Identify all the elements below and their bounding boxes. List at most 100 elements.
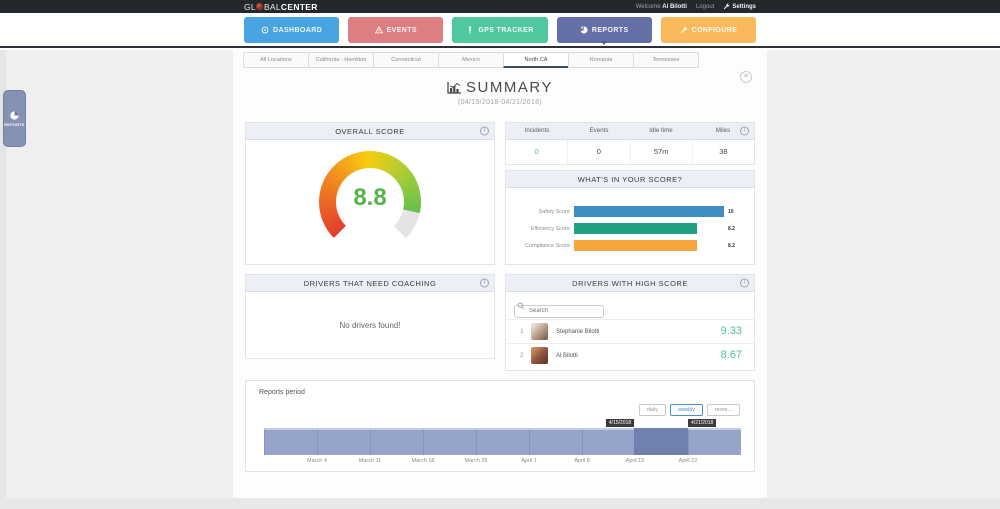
nav-label: GPS TRACKER bbox=[478, 26, 534, 34]
more-button[interactable]: more... bbox=[706, 404, 740, 416]
stats-table: Incidents Events Idle time Miles 0 0 57m… bbox=[505, 122, 755, 165]
info-icon[interactable] bbox=[740, 278, 749, 288]
timeline-tooltips: 4/15/2018 4/21/2018 bbox=[264, 419, 741, 428]
tab-connecticut[interactable]: Connecticut bbox=[373, 52, 439, 68]
period-buttons: daily weekly more... bbox=[638, 404, 740, 416]
panel-header: WHAT'S IN YOUR SCORE? bbox=[506, 171, 754, 188]
date-range: (04/15/2018-04/21/2018) bbox=[458, 99, 542, 106]
high-score-panel: DRIVERS WITH HIGH SCORE 1 Stephanie Bilo… bbox=[505, 274, 755, 371]
axis-label: April 22 bbox=[678, 458, 698, 464]
axis-label: March 25 bbox=[464, 458, 488, 464]
compliance-score-bar bbox=[574, 240, 697, 251]
selection-end-tooltip: 4/21/2018 bbox=[688, 419, 717, 427]
nav-events-button[interactable]: EVENTS bbox=[348, 17, 444, 43]
panel-title: WHAT'S IN YOUR SCORE? bbox=[577, 174, 683, 184]
reports-period-panel: Reports period daily weekly more... 4/15… bbox=[245, 380, 755, 472]
page-title: SUMMARY bbox=[233, 79, 767, 96]
efficiency-score-bar bbox=[574, 223, 697, 234]
nav-label: REPORTS bbox=[591, 26, 629, 34]
coaching-panel: DRIVERS THAT NEED COACHING No drivers fo… bbox=[245, 274, 495, 359]
settings-button[interactable]: Settings bbox=[723, 3, 756, 10]
axis-label: April 8 bbox=[574, 458, 590, 464]
warning-icon bbox=[374, 26, 383, 34]
tab-tennessee[interactable]: Tennessee bbox=[633, 52, 699, 68]
nav-label: DASHBOARD bbox=[273, 26, 323, 34]
username: Al Bilotti bbox=[662, 3, 687, 10]
stat-header-miles: Miles bbox=[715, 127, 731, 134]
driver-score: 8.67 bbox=[720, 349, 742, 361]
axis-label: March 4 bbox=[307, 458, 327, 464]
overall-score-gauge: 8.8 bbox=[319, 151, 421, 253]
panel-header: OVERALL SCORE bbox=[246, 123, 494, 140]
bar-row-efficiency: Efficiency Score 8.2 bbox=[514, 223, 748, 234]
nav-label: CONFIGURE bbox=[691, 26, 738, 34]
tab-california-hamilton[interactable]: California - Hamilton bbox=[308, 52, 374, 68]
info-icon[interactable] bbox=[480, 278, 489, 288]
nav-label: EVENTS bbox=[386, 26, 418, 34]
welcome-text: Welcome Al Bilotti bbox=[635, 3, 687, 10]
bar-value: 8.2 bbox=[728, 242, 735, 249]
driver-search bbox=[514, 299, 604, 318]
left-gutter bbox=[0, 50, 6, 498]
panel-title: DRIVERS THAT NEED COACHING bbox=[303, 278, 437, 288]
stat-value-idle-time: 57m bbox=[629, 140, 692, 164]
panel-title: DRIVERS WITH HIGH SCORE bbox=[572, 278, 688, 288]
daily-button[interactable]: daily bbox=[638, 404, 667, 416]
overall-score-panel: OVERALL SCORE 8.8 bbox=[245, 122, 495, 265]
topbar: GL BAL CENTER Welcome Al Bilotti Logout Se… bbox=[0, 0, 1000, 13]
timeline-band[interactable] bbox=[264, 428, 741, 455]
nav-reports-button[interactable]: REPORTS bbox=[556, 17, 652, 43]
bar-track bbox=[574, 206, 724, 217]
driver-name: Al Bilotti bbox=[556, 353, 578, 359]
sidebar-reports-tab[interactable]: REPORTS bbox=[3, 90, 26, 147]
app-logo[interactable]: GL BAL CENTER bbox=[244, 2, 318, 12]
stat-value-events: 0 bbox=[567, 140, 629, 164]
reports-period-label: Reports period bbox=[259, 389, 305, 396]
nav-gps-tracker-button[interactable]: GPS TRACKER bbox=[452, 17, 548, 43]
wrench-icon bbox=[680, 26, 688, 34]
weekly-button[interactable]: weekly bbox=[670, 404, 703, 416]
stat-header-events: Events bbox=[589, 127, 609, 134]
empty-message: No drivers found! bbox=[339, 321, 401, 330]
stats-value-row: 0 0 57m 38 bbox=[506, 140, 754, 164]
bar-value: 10 bbox=[728, 208, 734, 215]
nav-configure-button[interactable]: CONFIGURE bbox=[660, 17, 757, 43]
globe-icon bbox=[256, 3, 264, 10]
axis-label: March 11 bbox=[358, 458, 382, 464]
bar-label: Safety Score bbox=[538, 208, 571, 215]
logout-link[interactable]: Logout bbox=[695, 3, 715, 10]
tab-mexico[interactable]: Mexico bbox=[438, 52, 504, 68]
driver-avatar bbox=[531, 323, 548, 340]
panel-header: DRIVERS THAT NEED COACHING bbox=[246, 275, 494, 292]
search-input[interactable] bbox=[514, 304, 604, 318]
score-breakdown-panel: WHAT'S IN YOUR SCORE? Safety Score 10 Ef… bbox=[505, 170, 755, 265]
info-icon[interactable] bbox=[480, 126, 489, 136]
driver-row[interactable]: 1 Stephanie Bilotti 9.33 bbox=[506, 319, 754, 343]
driver-name: Stephanie Bilotti bbox=[556, 329, 600, 335]
panel-header: DRIVERS WITH HIGH SCORE bbox=[506, 275, 754, 292]
selection-start-tooltip: 4/15/2018 bbox=[605, 419, 635, 427]
driver-rank: 2 bbox=[520, 352, 524, 359]
pie-chart-icon bbox=[580, 26, 588, 34]
timeline-selection[interactable] bbox=[634, 428, 689, 455]
stat-value-incidents: 0 bbox=[534, 147, 539, 156]
axis-label: March 18 bbox=[411, 458, 435, 464]
stat-header-incidents: Incidents bbox=[524, 127, 550, 134]
nav-dashboard-button[interactable]: DASHBOARD bbox=[244, 17, 340, 43]
chart-icon bbox=[447, 81, 462, 94]
info-icon[interactable] bbox=[740, 126, 749, 136]
score-bars: Safety Score 10 Efficiency Score 8.2 Com… bbox=[514, 206, 748, 251]
logo-text-prefix: GL bbox=[244, 1, 256, 12]
driver-row[interactable]: 2 Al Bilotti 8.67 bbox=[506, 343, 754, 367]
gps-person-icon bbox=[466, 26, 474, 34]
tab-north-ca[interactable]: North CA bbox=[503, 52, 569, 68]
tab-all-locations[interactable]: All Locations bbox=[243, 52, 309, 68]
tab-romania[interactable]: Romania bbox=[568, 52, 634, 68]
collapse-menu-button[interactable] bbox=[740, 71, 752, 83]
bar-label: Efficiency Score bbox=[530, 225, 570, 232]
overall-score-value: 8.8 bbox=[353, 184, 387, 211]
safety-score-bar bbox=[574, 206, 724, 217]
stat-value-miles: 38 bbox=[691, 140, 754, 164]
stats-header-row: Incidents Events Idle time Miles bbox=[506, 123, 754, 140]
axis-label: April 15 bbox=[625, 458, 645, 464]
